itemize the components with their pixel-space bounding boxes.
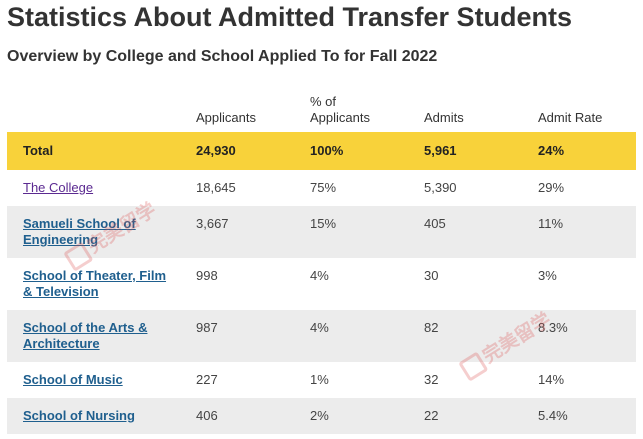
rate-cell: 29% — [538, 180, 565, 195]
table-row: School of Theater, Film & Television 998… — [7, 258, 636, 310]
applicants-cell: 3,667 — [196, 216, 229, 231]
pct-cell: 75% — [310, 180, 337, 195]
admits-cell: 405 — [424, 216, 446, 231]
applicants-cell: 406 — [196, 408, 218, 423]
rate-cell: 11% — [538, 216, 564, 231]
applicants-cell: 998 — [196, 268, 218, 283]
school-link-theater[interactable]: School of Theater, Film & Television — [23, 268, 167, 299]
header-school — [7, 86, 180, 132]
school-link-college[interactable]: The College — [23, 180, 94, 195]
rate-cell: 8.3% — [538, 320, 568, 335]
total-row: Total 24,930 100% 5,961 24% — [7, 132, 636, 170]
pct-cell: 4% — [310, 268, 329, 283]
rate-cell: 5.4% — [538, 408, 568, 423]
total-admits: 5,961 — [424, 143, 457, 158]
admits-cell: 30 — [424, 268, 439, 283]
table-row: The College 18,645 75% 5,390 29% — [7, 170, 636, 206]
table-header-row: Applicants % of Applicants Admits Admit … — [7, 86, 636, 132]
page-title: Statistics About Admitted Transfer Stude… — [7, 2, 573, 32]
school-link-music[interactable]: School of Music — [23, 372, 123, 387]
applicants-cell: 227 — [196, 372, 218, 387]
page-subtitle: Overview by College and School Applied T… — [7, 48, 438, 65]
applicants-cell: 18,645 — [196, 180, 236, 195]
admits-cell: 5,390 — [424, 180, 457, 195]
school-link-nursing[interactable]: School of Nursing — [23, 408, 135, 423]
header-admit-rate: Admit Rate — [538, 110, 603, 125]
table-row: School of the Arts & Architecture 987 4%… — [7, 310, 636, 362]
school-link-arts[interactable]: School of the Arts & Architecture — [23, 320, 148, 351]
header-pct-applicants: % of Applicants — [310, 94, 370, 125]
table-row: Samueli School of Engineering 3,667 15% … — [7, 206, 636, 258]
pct-cell: 1% — [310, 372, 329, 387]
pct-cell: 4% — [310, 320, 329, 335]
school-link-engineering[interactable]: Samueli School of Engineering — [23, 216, 136, 247]
rate-cell: 3% — [538, 268, 557, 283]
rate-cell: 14% — [538, 372, 565, 387]
table-row: School of Nursing 406 2% 22 5.4% — [7, 398, 636, 434]
admits-cell: 82 — [424, 320, 439, 335]
total-applicants: 24,930 — [196, 143, 236, 158]
total-rate: 24% — [538, 143, 565, 158]
pct-cell: 15% — [310, 216, 337, 231]
header-applicants: Applicants — [196, 110, 256, 125]
header-admits: Admits — [424, 110, 464, 125]
applicants-cell: 987 — [196, 320, 218, 335]
admits-cell: 32 — [424, 372, 439, 387]
total-pct: 100% — [310, 143, 344, 158]
table-row: School of Music 227 1% 32 14% — [7, 362, 636, 398]
pct-cell: 2% — [310, 408, 329, 423]
admits-cell: 22 — [424, 408, 439, 423]
total-label: Total — [23, 143, 54, 158]
admissions-table: Applicants % of Applicants Admits Admit … — [7, 86, 636, 434]
